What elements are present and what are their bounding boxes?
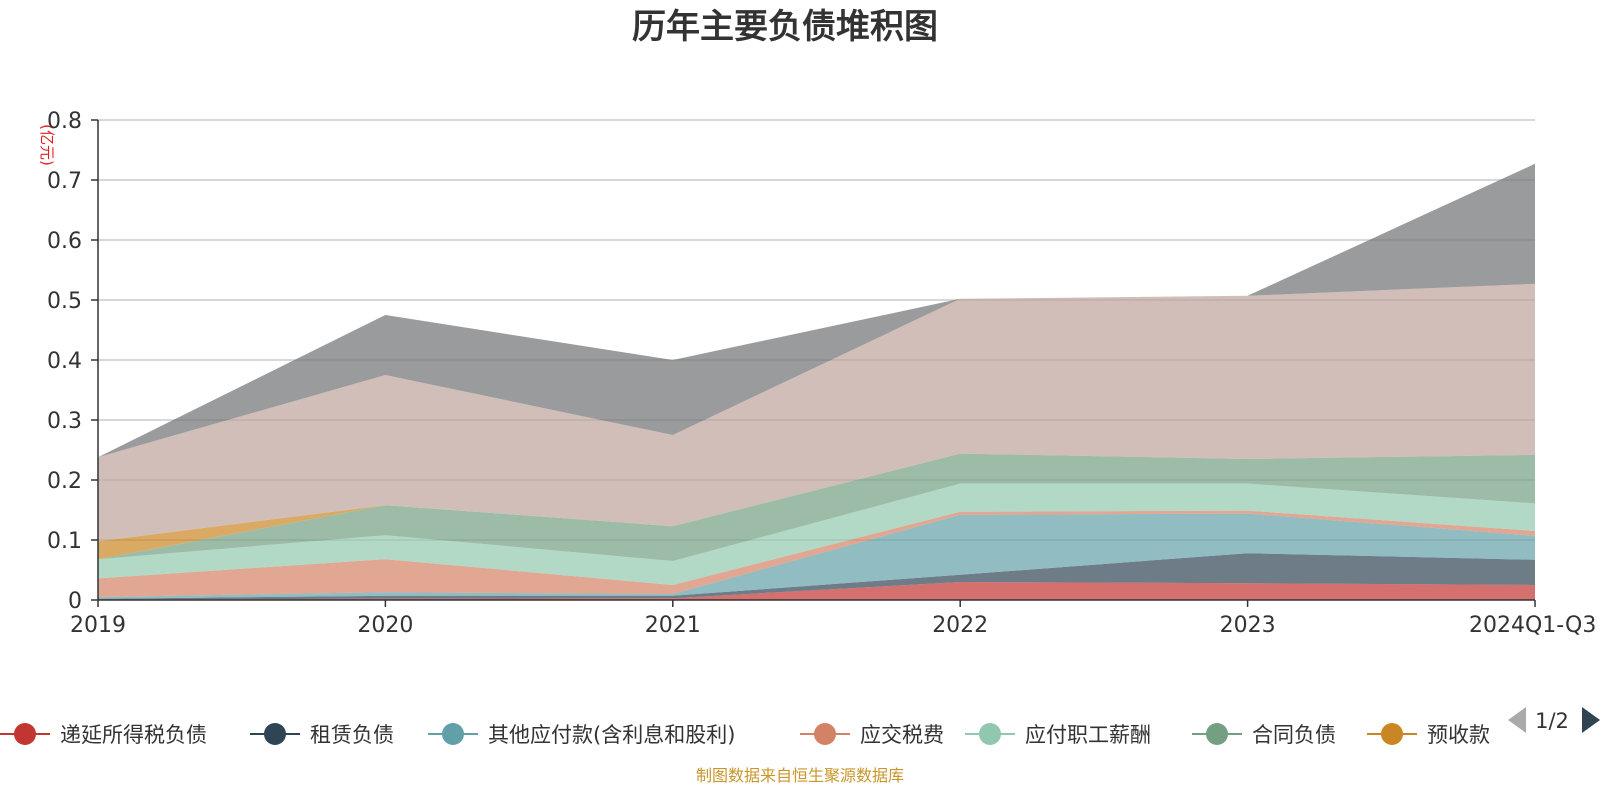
area-租赁负债 (98, 553, 1535, 600)
legend-label: 其他应付款(含利息和股利) (488, 723, 735, 747)
data-source-note: 制图数据来自恒生聚源数据库 (696, 766, 904, 785)
y-tick-label: 0.5 (47, 289, 82, 314)
legend-item-预收款项[interactable]: 预收款 (1367, 723, 1490, 747)
legend-label: 合同负债 (1252, 723, 1336, 747)
legend: 递延所得税负债 租赁负债 其他应付款(含利息和股利) 应交税费 应付职工薪酬 合同负债 预收… (0, 723, 1490, 747)
area-应付账款 (98, 283, 1535, 542)
y-tick-label: 0.2 (47, 469, 82, 494)
legend-item-应交税费[interactable]: 应交税费 (800, 723, 944, 747)
area-合同负债 (98, 453, 1535, 561)
legend-item-应付职工薪酬[interactable]: 应付职工薪酬 (965, 723, 1151, 747)
x-tick-label: 2019 (70, 613, 126, 638)
legend-marker (979, 723, 1001, 745)
y-tick-label: 0.6 (47, 229, 82, 254)
x-tick-labels: 2019 2020 2021 2022 2023 2024Q1-Q3 (70, 613, 1596, 638)
y-axis-unit-label: (亿元) (38, 124, 56, 166)
legend-label: 递延所得税负债 (60, 723, 207, 747)
area-series (98, 163, 1535, 600)
legend-marker (14, 723, 36, 745)
legend-marker (814, 723, 836, 745)
y-tick-label: 0.3 (47, 409, 82, 434)
legend-label: 租赁负债 (310, 723, 394, 747)
legend-item-合同负债[interactable]: 合同负债 (1192, 723, 1336, 747)
area-应付职工薪酬 (98, 483, 1535, 585)
area-应交税费 (98, 510, 1535, 597)
legend-item-递延所得税负债[interactable]: 递延所得税负债 (0, 723, 207, 747)
legend-pager: 1/2 (1508, 707, 1600, 733)
y-tick-label: 0.7 (47, 169, 82, 194)
y-tick-labels: 0 0.1 0.2 0.3 0.4 0.5 0.6 0.7 0.8 (47, 109, 82, 614)
triangle-left-icon[interactable] (1508, 707, 1526, 733)
legend-marker (264, 723, 286, 745)
y-tick-label: 0.8 (47, 109, 82, 134)
x-tick-label: 2022 (932, 613, 988, 638)
legend-marker (442, 723, 464, 745)
axes (91, 119, 1536, 607)
legend-item-其他应付款(含利息和股利)[interactable]: 其他应付款(含利息和股利) (428, 723, 735, 747)
area-递延所得税负债 (98, 582, 1535, 600)
x-tick-label: 2024Q1-Q3 (1469, 613, 1596, 638)
legend-label: 应付职工薪酬 (1025, 723, 1151, 747)
y-tick-label: 0 (68, 589, 82, 614)
legend-label: 应交税费 (860, 723, 944, 747)
y-tick-label: 0.4 (47, 349, 82, 374)
x-tick-label: 2023 (1220, 613, 1276, 638)
legend-label: 预收款 (1427, 723, 1490, 747)
x-tick-label: 2020 (357, 613, 413, 638)
legend-page-indicator: 1/2 (1535, 709, 1569, 733)
legend-marker (1381, 723, 1403, 745)
area-其他应付款(含利息和股利) (98, 513, 1535, 599)
x-tick-label: 2021 (645, 613, 701, 638)
legend-item-租赁负债[interactable]: 租赁负债 (250, 723, 394, 747)
y-tick-label: 0.1 (47, 529, 82, 554)
triangle-right-icon[interactable] (1582, 707, 1600, 733)
chart-title: 历年主要负债堆积图 (632, 7, 938, 47)
area-短期借款 (98, 163, 1535, 458)
legend-marker (1206, 723, 1228, 745)
